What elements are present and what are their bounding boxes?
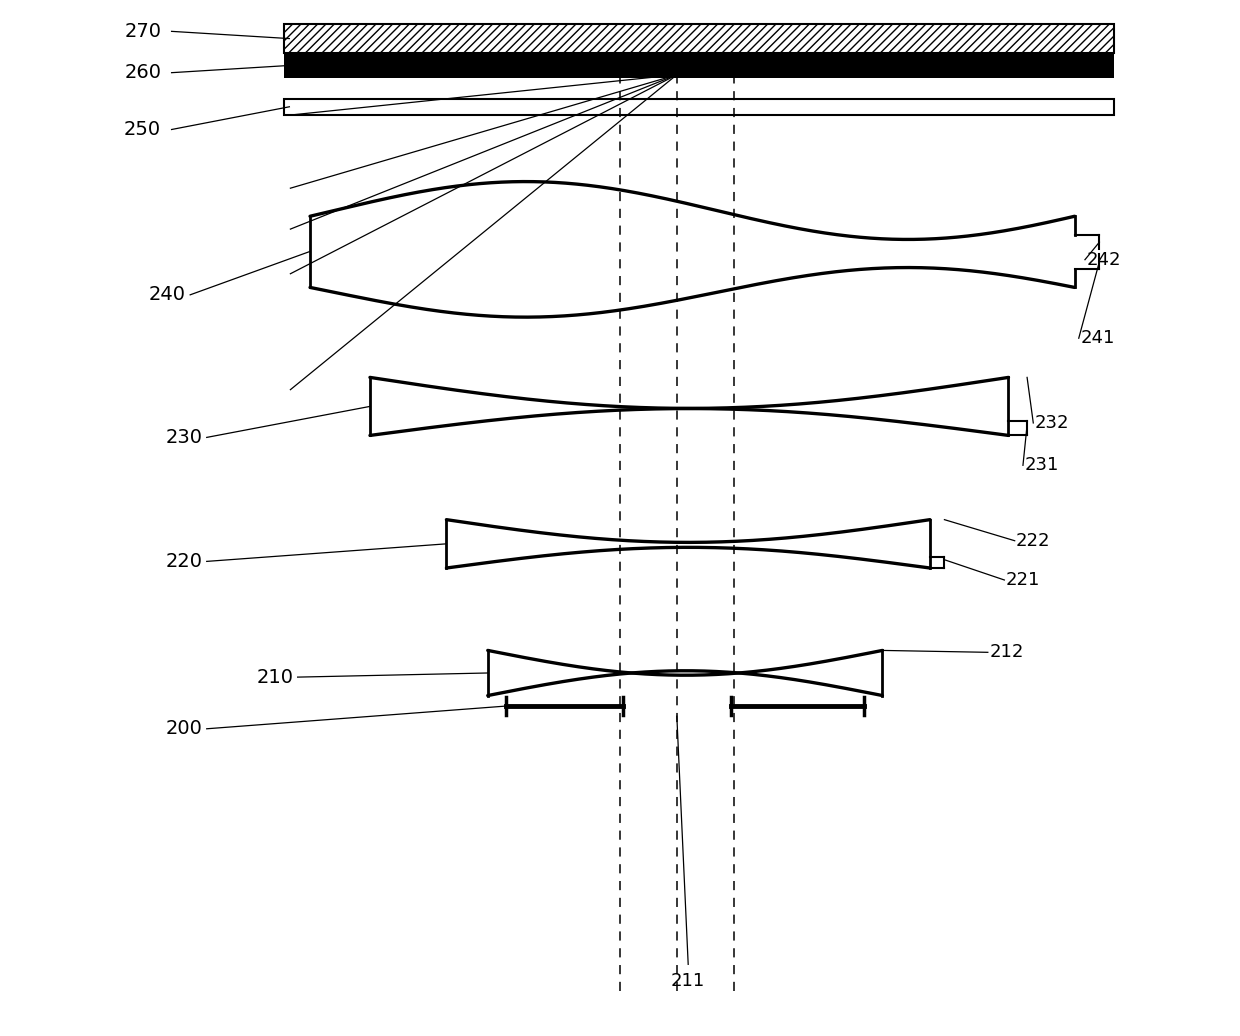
Text: 230: 230 bbox=[165, 428, 202, 447]
Bar bbox=[284, 24, 1114, 53]
Text: 232: 232 bbox=[1034, 414, 1069, 432]
Text: 220: 220 bbox=[165, 552, 202, 571]
Text: 200: 200 bbox=[166, 719, 202, 739]
Text: 250: 250 bbox=[124, 120, 161, 139]
Text: 270: 270 bbox=[124, 22, 161, 40]
Text: 212: 212 bbox=[990, 643, 1023, 661]
Text: 221: 221 bbox=[1006, 571, 1040, 589]
Text: 241: 241 bbox=[1080, 329, 1115, 347]
Bar bbox=[284, 98, 1114, 115]
Text: 210: 210 bbox=[257, 667, 294, 687]
Text: 211: 211 bbox=[671, 972, 706, 989]
Text: 240: 240 bbox=[149, 285, 186, 305]
Text: 231: 231 bbox=[1024, 456, 1059, 474]
Bar bbox=[284, 53, 1114, 78]
Text: 222: 222 bbox=[1016, 531, 1050, 550]
Text: 260: 260 bbox=[124, 63, 161, 82]
Text: 242: 242 bbox=[1086, 251, 1121, 268]
